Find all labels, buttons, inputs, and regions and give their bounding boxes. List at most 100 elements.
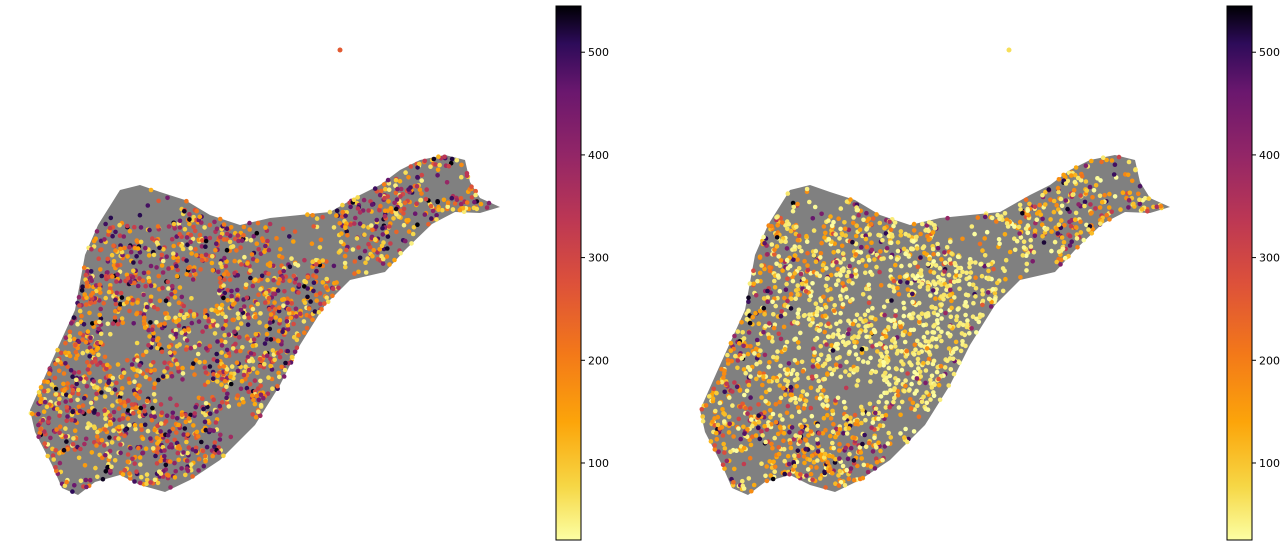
data-point: [150, 236, 155, 241]
data-point: [148, 298, 153, 304]
data-point: [828, 416, 834, 421]
data-point: [198, 267, 203, 272]
data-point: [846, 227, 852, 233]
data-point: [923, 339, 928, 344]
data-point: [127, 308, 132, 314]
data-point: [298, 311, 303, 317]
data-point: [794, 320, 800, 326]
data-point: [752, 351, 757, 356]
data-point: [782, 458, 787, 464]
data-point: [177, 446, 183, 451]
data-point: [133, 426, 138, 432]
data-point: [229, 364, 235, 369]
data-point: [71, 315, 77, 320]
data-point: [107, 435, 112, 440]
data-point: [129, 402, 135, 407]
data-point: [242, 254, 247, 260]
data-point: [247, 358, 252, 364]
data-point: [259, 273, 265, 279]
data-point: [746, 476, 752, 481]
data-point: [385, 246, 390, 251]
data-point: [741, 336, 747, 341]
data-point: [136, 445, 141, 451]
data-point: [822, 470, 827, 476]
data-point: [833, 232, 838, 237]
data-point: [769, 441, 774, 447]
data-point: [229, 293, 234, 299]
data-point: [716, 449, 721, 455]
data-point: [179, 412, 185, 418]
data-point: [117, 222, 122, 228]
data-point: [1024, 268, 1029, 273]
data-point: [146, 343, 151, 348]
data-point: [856, 260, 862, 265]
data-point: [151, 252, 157, 258]
data-point: [137, 363, 142, 368]
data-point: [176, 422, 181, 428]
data-point: [931, 358, 937, 364]
data-point: [947, 324, 953, 329]
data-point: [899, 263, 904, 269]
data-point: [738, 436, 743, 442]
data-point: [814, 437, 820, 442]
data-point: [801, 454, 807, 459]
data-point: [851, 215, 856, 220]
data-point: [1039, 222, 1045, 227]
data-point: [852, 412, 858, 418]
data-point: [92, 440, 97, 445]
data-point: [766, 379, 772, 384]
data-point: [859, 456, 864, 461]
data-point: [170, 336, 176, 341]
data-point: [173, 328, 179, 333]
data-point: [296, 290, 301, 295]
data-point: [792, 253, 798, 258]
data-point: [143, 245, 148, 251]
data-point: [721, 375, 726, 380]
data-point: [242, 314, 247, 320]
data-point: [1017, 231, 1022, 236]
data-point: [221, 272, 227, 277]
data-point: [423, 196, 429, 202]
data-point: [798, 472, 803, 477]
data-point: [945, 215, 950, 221]
data-point: [1137, 197, 1142, 202]
data-point: [843, 405, 848, 411]
data-point: [1137, 201, 1143, 207]
data-point: [310, 259, 316, 265]
data-point: [210, 318, 215, 324]
data-point: [914, 388, 919, 394]
data-point: [773, 303, 778, 309]
data-point: [261, 395, 266, 401]
data-point: [71, 370, 77, 376]
data-point: [1107, 217, 1112, 222]
data-point: [211, 323, 216, 328]
data-point: [244, 385, 250, 391]
data-point: [137, 276, 142, 281]
data-point: [334, 280, 339, 285]
data-point: [397, 178, 403, 184]
data-point: [193, 445, 199, 451]
data-point: [383, 186, 388, 192]
data-point: [130, 301, 135, 306]
data-point: [722, 368, 727, 374]
data-point: [84, 284, 90, 289]
data-point: [373, 237, 378, 242]
data-point: [112, 387, 118, 392]
data-point: [954, 273, 959, 278]
data-point: [830, 454, 835, 459]
data-point: [853, 241, 859, 247]
data-point: [953, 269, 959, 274]
data-point: [869, 272, 875, 277]
data-point: [363, 270, 369, 275]
data-point: [227, 277, 233, 283]
data-point: [767, 387, 772, 393]
data-point: [766, 364, 771, 370]
data-point: [155, 480, 161, 486]
data-point: [872, 466, 878, 471]
data-point: [785, 298, 790, 304]
data-point: [859, 244, 864, 250]
data-point: [887, 382, 892, 387]
data-point: [224, 384, 229, 390]
data-point: [857, 330, 862, 335]
